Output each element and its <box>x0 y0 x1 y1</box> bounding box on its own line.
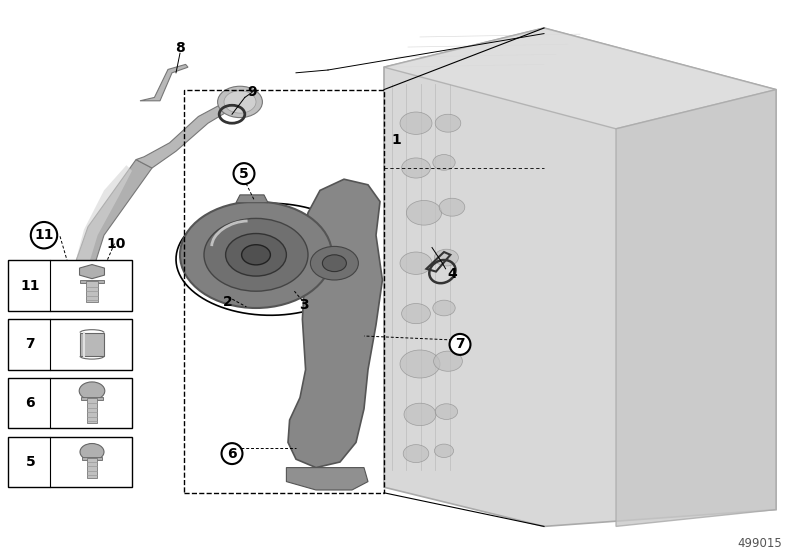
Bar <box>80 333 104 356</box>
Text: 9: 9 <box>247 86 257 100</box>
Text: 10: 10 <box>106 237 126 251</box>
Bar <box>8 260 132 311</box>
Circle shape <box>434 351 462 371</box>
Bar <box>87 398 97 423</box>
Circle shape <box>434 444 454 458</box>
Circle shape <box>400 112 432 134</box>
Polygon shape <box>236 195 268 203</box>
Bar <box>87 458 97 478</box>
Polygon shape <box>616 90 776 526</box>
Text: 7: 7 <box>455 337 465 352</box>
Text: 11: 11 <box>34 228 54 242</box>
Circle shape <box>403 445 429 463</box>
Circle shape <box>204 218 308 291</box>
Polygon shape <box>286 468 368 490</box>
Text: 1: 1 <box>391 133 401 147</box>
Polygon shape <box>136 92 244 168</box>
Circle shape <box>224 91 256 113</box>
Circle shape <box>79 382 105 400</box>
Bar <box>80 280 104 283</box>
Circle shape <box>66 277 90 294</box>
Text: 8: 8 <box>175 41 185 55</box>
Text: 5: 5 <box>239 167 249 180</box>
Polygon shape <box>68 160 152 286</box>
Polygon shape <box>140 64 188 101</box>
Circle shape <box>80 444 104 460</box>
Circle shape <box>435 114 461 132</box>
Circle shape <box>402 304 430 324</box>
Text: 3: 3 <box>299 298 309 312</box>
Circle shape <box>322 255 346 272</box>
Circle shape <box>404 403 436 426</box>
Text: 7: 7 <box>26 337 35 352</box>
Polygon shape <box>288 179 382 468</box>
Text: 6: 6 <box>227 447 237 460</box>
Circle shape <box>310 246 358 280</box>
Text: 6: 6 <box>26 396 35 410</box>
Text: 2: 2 <box>223 296 233 309</box>
Bar <box>86 281 98 302</box>
Circle shape <box>226 234 286 276</box>
Bar <box>184 90 384 493</box>
Bar <box>82 457 102 460</box>
Circle shape <box>433 300 455 316</box>
Circle shape <box>54 269 102 302</box>
Polygon shape <box>384 28 776 129</box>
Circle shape <box>180 202 332 308</box>
Circle shape <box>433 155 455 170</box>
Circle shape <box>402 158 430 178</box>
Text: 4: 4 <box>447 267 457 281</box>
Circle shape <box>400 252 432 274</box>
Text: 11: 11 <box>21 279 40 293</box>
Bar <box>8 437 132 487</box>
Bar <box>8 319 132 370</box>
Polygon shape <box>72 165 132 280</box>
Polygon shape <box>384 28 776 526</box>
Circle shape <box>400 350 440 378</box>
Circle shape <box>439 198 465 216</box>
Bar <box>8 378 132 428</box>
Circle shape <box>406 200 442 225</box>
Text: 499015: 499015 <box>738 537 782 550</box>
Bar <box>81 397 103 400</box>
Circle shape <box>434 249 458 266</box>
Circle shape <box>435 404 458 419</box>
Circle shape <box>218 86 262 118</box>
Text: 5: 5 <box>26 455 35 469</box>
Polygon shape <box>79 264 105 279</box>
Circle shape <box>242 245 270 265</box>
